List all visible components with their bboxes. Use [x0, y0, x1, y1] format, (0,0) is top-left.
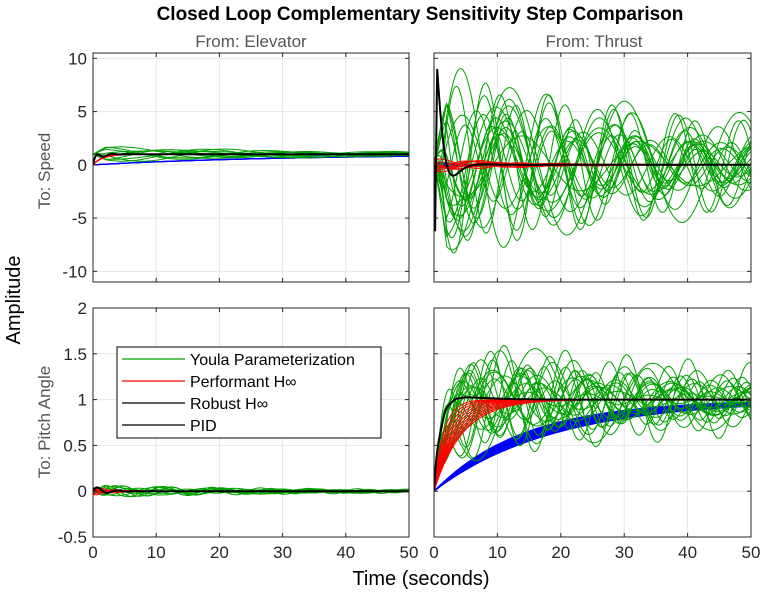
- x-tick-label: 0: [429, 543, 438, 562]
- youla-curve: [434, 106, 751, 238]
- youla-curve: [434, 95, 751, 239]
- y-tick-label: -5: [72, 209, 87, 228]
- youla-curve: [434, 351, 751, 492]
- youla-curve: [434, 348, 751, 492]
- youla-curve: [434, 133, 751, 201]
- youla-curve: [434, 367, 751, 492]
- axes-frame: [433, 52, 752, 283]
- series-group: [434, 344, 751, 492]
- legend-label-youla: Youla Parameterization: [190, 352, 355, 369]
- x-tick-label: 30: [615, 543, 634, 562]
- legend-label-performant: Performant H∞: [190, 374, 297, 391]
- youla-curve: [93, 485, 409, 497]
- plot-area: [93, 53, 409, 282]
- x-tick-label: 30: [273, 543, 292, 562]
- youla-curve: [434, 359, 751, 492]
- series-group: [93, 484, 409, 498]
- x-tick-label: 10: [147, 543, 166, 562]
- y-tick-label: 5: [78, 103, 87, 122]
- legend-box: [116, 346, 382, 439]
- y-axis-label: Amplitude: [3, 256, 25, 345]
- series-group: [434, 68, 751, 254]
- y-tick-label: 10: [68, 49, 87, 68]
- youla-curve: [434, 114, 751, 209]
- y-tick-label: 2: [78, 299, 87, 318]
- legend-label-robust: Robust H∞: [190, 396, 268, 413]
- y-tick-label: 0.5: [63, 436, 87, 455]
- youla-curve: [434, 135, 751, 198]
- x-tick-label: 50: [400, 543, 419, 562]
- y-tick-label: 0: [78, 482, 87, 501]
- series-group: [93, 146, 409, 166]
- legend-label-pid: PID: [190, 418, 217, 435]
- y-tick-label: -10: [62, 262, 87, 281]
- panel-thrust-to-speed: [433, 52, 752, 283]
- youla-curve: [93, 149, 409, 161]
- robust-curve: [434, 396, 751, 492]
- x-tick-label: 20: [551, 543, 570, 562]
- youla-curve: [434, 359, 751, 492]
- x-tick-label: 10: [488, 543, 507, 562]
- y-tick-label: 1: [78, 391, 87, 410]
- y-tick-label: -0.5: [58, 528, 87, 547]
- youla-curve: [434, 98, 751, 237]
- row-label-pitch-angle: To: Pitch Angle: [35, 366, 54, 478]
- youla-curve: [434, 382, 751, 492]
- panel-thrust-to-pitch-angle: 0 10 20 30 40 50: [429, 307, 761, 562]
- youla-curve: [434, 360, 751, 492]
- youla-curve: [434, 85, 751, 234]
- robust-curve: [434, 68, 751, 232]
- y-tick-label: 1.5: [63, 345, 87, 364]
- panel-elevator-to-speed: 10 5 0 -5 -10: [62, 49, 410, 283]
- axes-frame: [92, 307, 410, 538]
- axes-frame: [433, 307, 752, 538]
- youla-curve: [434, 82, 751, 254]
- youla-curve: [434, 344, 751, 492]
- robust-curve: [93, 486, 409, 494]
- x-tick-label: 40: [336, 543, 355, 562]
- youla-curve: [434, 375, 751, 492]
- row-label-speed: To: Speed: [35, 133, 54, 210]
- x-tick-label: 20: [210, 543, 229, 562]
- column-header-thrust: From: Thrust: [546, 32, 643, 51]
- chart-title: Closed Loop Complementary Sensitivity St…: [157, 4, 684, 25]
- x-tick-label: 40: [678, 543, 697, 562]
- x-axis-label: Time (seconds): [352, 568, 489, 590]
- axes-frame: [92, 52, 410, 283]
- youla-curve: [434, 378, 751, 492]
- youla-curve: [434, 94, 751, 241]
- legend: Youla Parameterization Performant H∞ Rob…: [116, 346, 382, 439]
- x-tick-label: 0: [88, 543, 97, 562]
- x-tick-label: 50: [742, 543, 761, 562]
- robust-curve: [93, 152, 409, 166]
- youla-curve: [434, 103, 751, 224]
- column-header-elevator: From: Elevator: [195, 32, 307, 51]
- youla-curve: [434, 124, 751, 202]
- y-tick-label: 0: [78, 156, 87, 175]
